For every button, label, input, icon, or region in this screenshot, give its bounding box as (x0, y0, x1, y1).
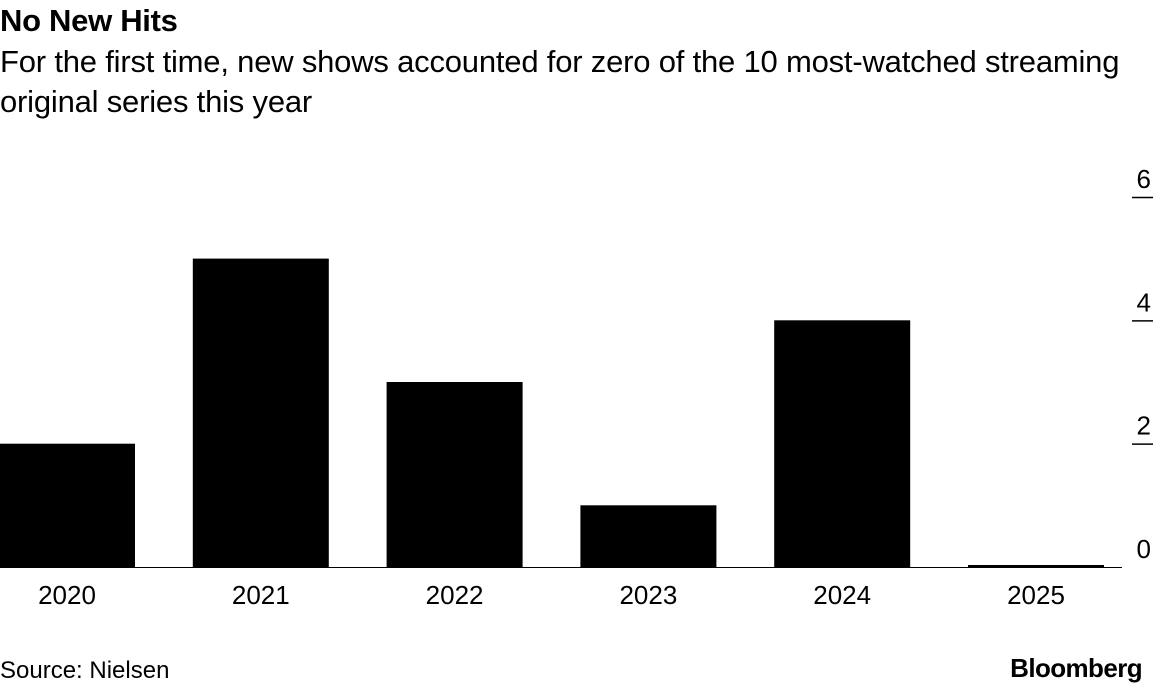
y-tick-label-6: 6 (1137, 164, 1151, 194)
bloomberg-logo: Bloomberg (1010, 653, 1142, 683)
x-tick-label-2022: 2022 (426, 580, 484, 610)
x-tick-label-2024: 2024 (813, 580, 871, 610)
bars-group (0, 258, 1104, 567)
x-tick-label-2021: 2021 (232, 580, 290, 610)
x-tick-label-2023: 2023 (619, 580, 677, 610)
y-tick-label-2: 2 (1137, 411, 1151, 441)
chart-title: No New Hits (0, 3, 178, 38)
bar-2020 (0, 443, 135, 567)
chart-subtitle: For the first time, new shows accounted … (0, 44, 1120, 119)
bar-2023 (580, 505, 717, 567)
y-tick-label-4: 4 (1137, 287, 1151, 317)
bar-2022 (386, 382, 523, 567)
y-tick-label-0: 0 (1137, 534, 1151, 564)
source-note: Source: Nielsen (0, 657, 170, 684)
y-axis: 0 2 4 6 (1132, 164, 1153, 564)
bar-2024 (774, 320, 911, 567)
x-axis: 2020 2021 2022 2023 2024 2025 (0, 567, 1122, 610)
bar-2021 (192, 258, 329, 567)
x-tick-label-2025: 2025 (1007, 580, 1065, 610)
x-tick-label-2020: 2020 (38, 580, 96, 610)
